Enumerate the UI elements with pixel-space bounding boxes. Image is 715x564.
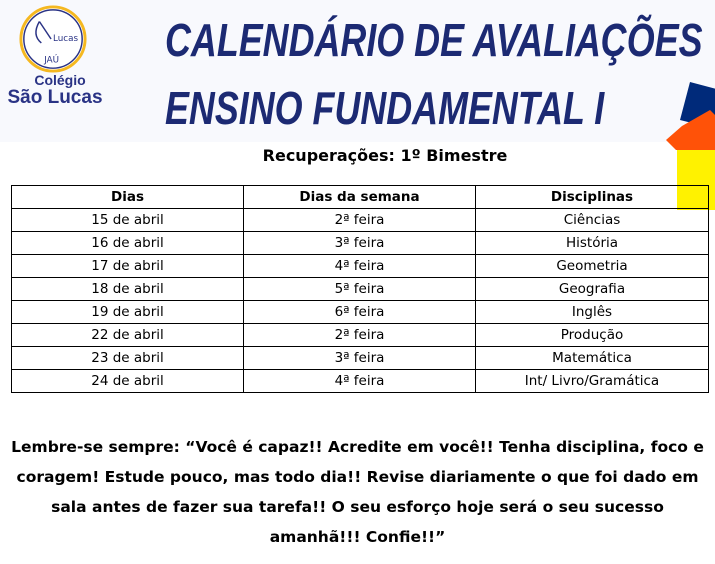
column-header: Dias da semana bbox=[243, 185, 476, 209]
table-row: 18 de abril 5ª feira Geografia bbox=[11, 277, 709, 301]
cell-weekday: 2ª feira bbox=[243, 208, 476, 232]
cell-date: 23 de abril bbox=[11, 346, 244, 370]
cell-weekday: 3ª feira bbox=[243, 231, 476, 255]
cell-weekday: 6ª feira bbox=[243, 300, 476, 324]
cell-date: 17 de abril bbox=[11, 254, 244, 278]
cell-subject: Geografia bbox=[475, 277, 709, 301]
cell-subject: História bbox=[475, 231, 709, 255]
column-header: Disciplinas bbox=[475, 185, 709, 209]
table-row: 24 de abril 4ª feira Int/ Livro/Gramática bbox=[11, 369, 709, 393]
cell-weekday: 3ª feira bbox=[243, 346, 476, 370]
cell-subject: Geometria bbox=[475, 254, 709, 278]
cell-weekday: 5ª feira bbox=[243, 277, 476, 301]
cell-subject: Inglês bbox=[475, 300, 709, 324]
column-header: Dias bbox=[11, 185, 244, 209]
table-row: 23 de abril 3ª feira Matemática bbox=[11, 346, 709, 370]
school-logo: Lucas JAÚ bbox=[19, 5, 87, 73]
cell-date: 22 de abril bbox=[11, 323, 244, 347]
cell-subject: Int/ Livro/Gramática bbox=[475, 369, 709, 393]
cell-weekday: 4ª feira bbox=[243, 254, 476, 278]
svg-text:Lucas: Lucas bbox=[53, 34, 78, 44]
logo-label-colegio: Colégio bbox=[34, 72, 86, 88]
cell-date: 18 de abril bbox=[11, 277, 244, 301]
page-subtitle: ENSINO FUNDAMENTAL I bbox=[165, 82, 605, 134]
section-heading: Recuperações: 1º Bimestre bbox=[262, 146, 508, 165]
cell-weekday: 2ª feira bbox=[243, 323, 476, 347]
schedule-table: Dias Dias da semana Disciplinas 15 de ab… bbox=[11, 185, 709, 393]
table-row: 22 de abril 2ª feira Produção bbox=[11, 323, 709, 347]
cell-subject: Produção bbox=[475, 323, 709, 347]
logo-label-name: São Lucas bbox=[7, 87, 103, 108]
cell-date: 16 de abril bbox=[11, 231, 244, 255]
svg-text:JAÚ: JAÚ bbox=[43, 53, 59, 65]
table-header-row: Dias Dias da semana Disciplinas bbox=[11, 185, 709, 209]
table-row: 15 de abril 2ª feira Ciências bbox=[11, 208, 709, 232]
cell-weekday: 4ª feira bbox=[243, 369, 476, 393]
header-background bbox=[0, 0, 715, 142]
cell-subject: Matemática bbox=[475, 346, 709, 370]
table-row: 17 de abril 4ª feira Geometria bbox=[11, 254, 709, 278]
cell-subject: Ciências bbox=[475, 208, 709, 232]
table-row: 19 de abril 6ª feira Inglês bbox=[11, 300, 709, 324]
page-title: CALENDÁRIO DE AVALIAÇÕES bbox=[165, 14, 703, 66]
cell-date: 19 de abril bbox=[11, 300, 244, 324]
cell-date: 24 de abril bbox=[11, 369, 244, 393]
table-row: 16 de abril 3ª feira História bbox=[11, 231, 709, 255]
motivational-quote: Lembre-se sempre: “Você é capaz!! Acredi… bbox=[11, 438, 704, 546]
cell-date: 15 de abril bbox=[11, 208, 244, 232]
